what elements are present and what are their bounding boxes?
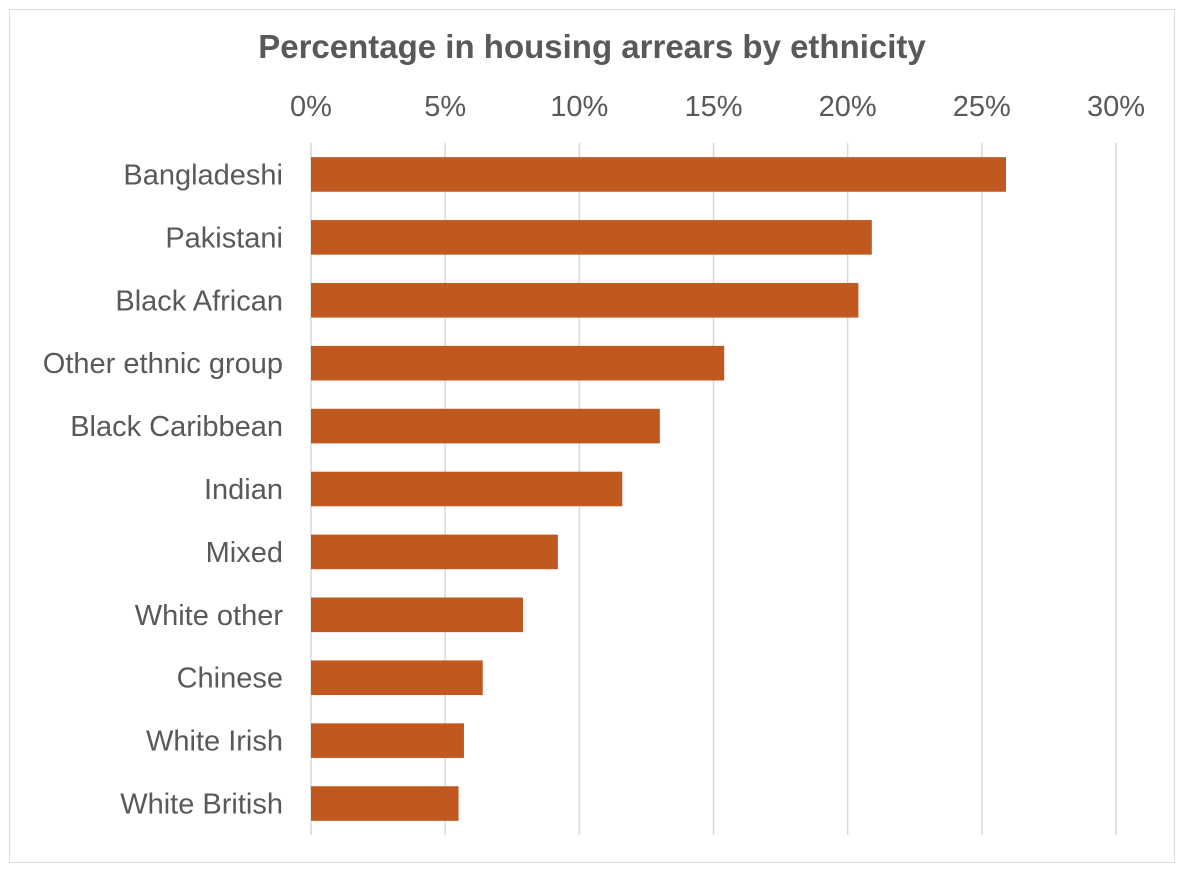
category-label: Bangladeshi: [123, 159, 283, 191]
category-label: Black African: [115, 285, 283, 317]
bar-pakistani: [311, 220, 872, 255]
bar-black-caribbean: [311, 408, 660, 444]
category-label: Chinese: [177, 663, 283, 695]
bar-bangladeshi: [311, 157, 1006, 192]
chart-title: Percentage in housing arrears by ethnici…: [258, 28, 926, 65]
bar-mixed: [311, 534, 558, 570]
category-label: White Irish: [146, 726, 283, 758]
category-label: Other ethnic group: [43, 348, 283, 380]
bar-chinese: [311, 660, 483, 696]
bar-white-other: [311, 597, 523, 633]
bar-white-irish: [311, 723, 464, 758]
category-label: Mixed: [206, 537, 283, 569]
category-label: Indian: [204, 474, 283, 506]
x-tick-label: 0%: [290, 91, 332, 123]
x-tick-label: 5%: [424, 91, 466, 123]
bar-black-african: [311, 282, 859, 318]
category-label: White other: [135, 600, 284, 632]
category-label: White British: [120, 789, 283, 821]
bar-other-ethnic-group: [311, 345, 725, 381]
x-tick-labels: 0% 5% 10% 15% 20% 25% 30%: [290, 91, 1145, 123]
x-tick-label: 20%: [819, 91, 877, 123]
x-tick-label: 25%: [953, 91, 1011, 123]
bar-indian: [311, 471, 623, 507]
x-tick-label: 15%: [684, 91, 742, 123]
category-labels: Bangladeshi Pakistani Black African Other e…: [43, 159, 284, 820]
x-tick-label: 30%: [1087, 91, 1145, 123]
category-label: Black Caribbean: [70, 411, 283, 443]
bars: [311, 157, 1006, 821]
bar-white-british: [311, 786, 459, 821]
x-tick-label: 10%: [550, 91, 608, 123]
category-label: Pakistani: [165, 222, 283, 254]
